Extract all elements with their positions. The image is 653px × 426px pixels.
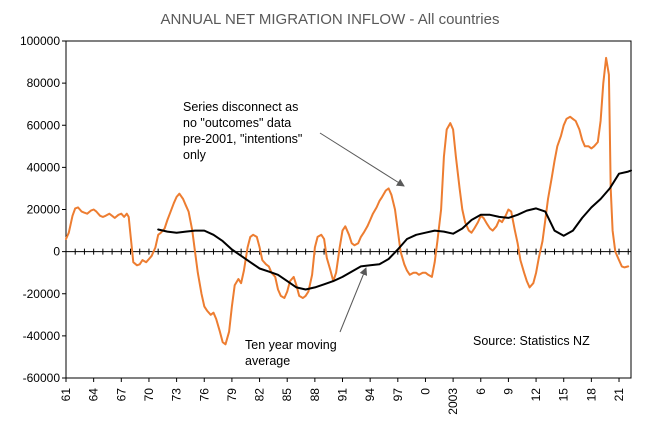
series-line-moving-average <box>157 169 632 291</box>
y-tick-label: -40000 <box>23 329 61 343</box>
series-line-annual <box>65 56 630 346</box>
chart-title: ANNUAL NET MIGRATION INFLOW - All countr… <box>161 11 500 28</box>
x-tick-label: 91 <box>336 388 350 402</box>
x-tick-label: 79 <box>225 388 239 402</box>
annotation-disconnect-line-4: only <box>183 148 207 162</box>
x-tick-label: 2003 <box>446 388 460 415</box>
y-tick-label: 80000 <box>27 76 61 90</box>
x-tick-label: 97 <box>391 388 405 402</box>
x-tick-label: 12 <box>529 388 543 402</box>
x-tick-label: 61 <box>59 388 73 402</box>
plot-area <box>62 40 632 382</box>
source-note: Source: Statistics NZ <box>473 334 590 348</box>
x-tick-label: 9 <box>501 388 515 395</box>
y-tick-label: 60000 <box>27 118 61 132</box>
annotation-moving-average-arrow <box>339 267 368 333</box>
annotation-moving-average-line-1: Ten year moving <box>245 338 337 352</box>
annotation-disconnect-line-1: Series disconnect as <box>183 100 298 114</box>
x-tick-label: 85 <box>280 388 294 402</box>
annotation-disconnect-line-3: pre-2001, "intentions" <box>183 132 302 146</box>
x-tick-label: 70 <box>142 388 156 402</box>
annotation-disconnect-arrow <box>319 132 405 187</box>
x-tick-label: 88 <box>308 388 322 402</box>
annotations: Series disconnect as no "outcomes" data … <box>183 100 590 368</box>
x-tick-label: 67 <box>114 388 128 402</box>
y-tick-label: 40000 <box>27 160 61 174</box>
x-axis-labels: 61 64 67 70 73 76 79 82 85 88 91 94 97 0 2003 6 9 12 15 18 2… <box>59 388 626 415</box>
y-tick-label: -60000 <box>23 371 61 385</box>
annotation-disconnect: Series disconnect as no "outcomes" data … <box>183 100 306 162</box>
annotation-disconnect-line-2: no "outcomes" data <box>183 116 291 130</box>
annotation-moving-average: Ten year moving average <box>245 338 340 368</box>
x-tick-label: 94 <box>363 388 377 402</box>
y-tick-label: 20000 <box>27 203 61 217</box>
x-tick-label: 15 <box>557 388 571 402</box>
x-tick-label: 64 <box>87 388 101 402</box>
y-tick-label: 100000 <box>20 34 60 48</box>
x-tick-label: 0 <box>418 388 432 395</box>
y-tick-label: 0 <box>53 245 60 259</box>
x-tick-label: 76 <box>197 388 211 402</box>
annotation-moving-average-line-2: average <box>245 354 290 368</box>
x-tick-label: 18 <box>584 388 598 402</box>
x-tick-label: 82 <box>253 388 267 402</box>
x-tick-label: 21 <box>612 388 626 402</box>
x-tick-label: 6 <box>474 388 488 395</box>
y-tick-label: -20000 <box>23 287 61 301</box>
y-axis-labels: 100000 80000 60000 40000 20000 0 -20000 -40000 -… <box>20 34 60 385</box>
x-tick-label: 73 <box>170 388 184 402</box>
